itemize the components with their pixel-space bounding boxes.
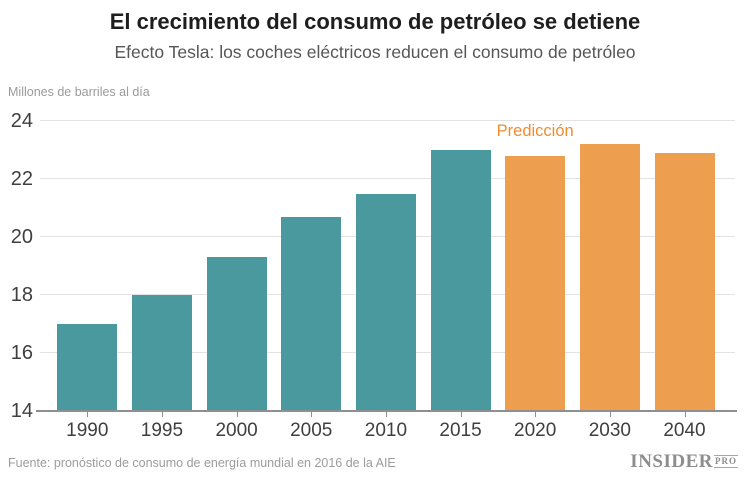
y-tick-label-18: 18 [10, 284, 33, 306]
bar-2030 [579, 144, 640, 411]
y-axis-labels: 14 16 18 20 22 24 [0, 111, 33, 421]
gridline-24 [40, 120, 735, 121]
bar-2020 [505, 155, 566, 411]
y-tick-label-24: 24 [10, 110, 33, 132]
x-tick-2015 [460, 412, 462, 417]
x-tick-1995 [161, 412, 163, 417]
y-tick-label-20: 20 [10, 226, 33, 248]
logo-suffix: PRO [714, 455, 738, 468]
chart-title: El crecimiento del consumo de petróleo s… [109, 9, 641, 34]
y-tick-label-16: 16 [10, 342, 33, 364]
x-tick-2010 [385, 412, 387, 417]
prediction-annotation: Predicción [496, 122, 574, 140]
x-tick-2020 [535, 412, 537, 417]
plot-area: Predicción [36, 120, 737, 417]
chart-subtitle: Efecto Tesla: los coches eléctricos redu… [114, 42, 636, 62]
bar-2000 [206, 257, 267, 411]
bar-2040 [654, 152, 715, 411]
x-tick-2040 [684, 412, 686, 417]
bar-2005 [281, 216, 342, 411]
y-tick-label-22: 22 [10, 168, 33, 190]
bar-2010 [355, 193, 416, 411]
logo-text: INSIDER [630, 451, 713, 472]
x-tick-2005 [311, 412, 313, 417]
x-axis-labels: 1990 1995 2000 2005 2010 2015 2020 2030 2040 [40, 420, 735, 444]
bar-2015 [430, 150, 491, 411]
x-tick-label-1990: 1990 [66, 420, 109, 441]
x-axis-line [36, 410, 737, 412]
x-tick-label-2000: 2000 [215, 420, 258, 441]
x-tick-2030 [609, 412, 611, 417]
x-tick-label-2010: 2010 [364, 420, 408, 441]
x-tick-label-2005: 2005 [290, 420, 333, 441]
x-tick-1990 [87, 412, 89, 417]
y-axis-unit-label: Millones de barriles al día [8, 85, 150, 99]
x-tick-label-2030: 2030 [588, 420, 631, 441]
bar-1995 [131, 295, 192, 411]
insiderpro-logo: INSIDER PRO [630, 452, 738, 471]
x-tick-label-2020: 2020 [514, 420, 557, 441]
x-tick-label-2040: 2040 [663, 420, 706, 441]
bar-1990 [57, 324, 118, 411]
y-tick-label-14: 14 [10, 400, 33, 422]
x-tick-label-1995: 1995 [140, 420, 184, 441]
gridline-22 [40, 178, 735, 179]
x-tick-label-2015: 2015 [439, 420, 482, 441]
x-tick-2000 [236, 412, 238, 417]
source-note: Fuente: pronóstico de consumo de energía… [8, 456, 396, 470]
